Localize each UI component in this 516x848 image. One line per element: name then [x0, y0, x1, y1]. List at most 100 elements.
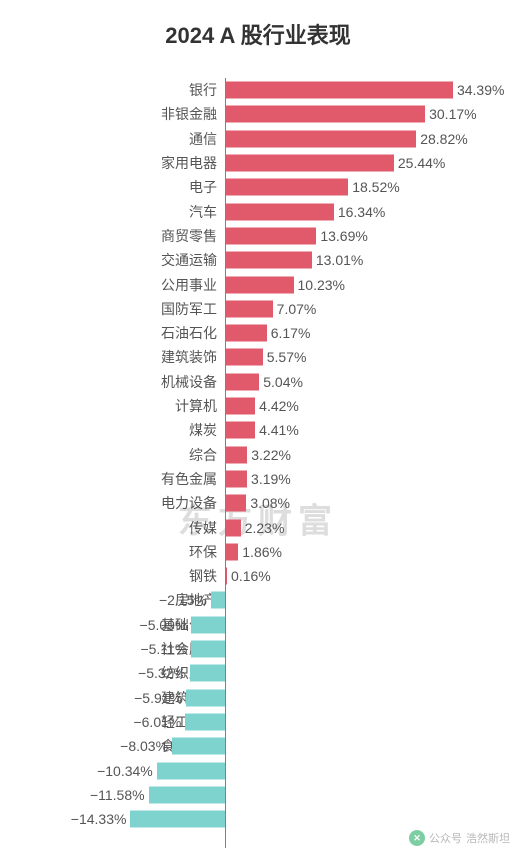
category-label: 建筑装饰 [161, 347, 223, 367]
bar [191, 616, 225, 633]
category-label: 计算机 [175, 396, 223, 416]
value-label: 5.57% [267, 349, 307, 365]
plot-area: 东方财富 银行34.39%非银金融30.17%通信28.82%家用电器25.44… [0, 78, 516, 848]
value-label: −5.11% [140, 641, 187, 657]
category-label: 汽车 [189, 202, 223, 222]
bar [149, 786, 225, 803]
value-label: −5.09% [140, 617, 188, 633]
bar-row: 基础化工−5.09% [0, 613, 516, 637]
bar-row: 交通运输 13.01% [0, 248, 516, 272]
value-label: 0.16% [231, 568, 271, 584]
bar [226, 519, 241, 536]
value-label: 34.39% [457, 82, 504, 98]
value-label: −8.03% [120, 738, 168, 754]
category-label: 银行 [189, 80, 223, 100]
value-label: −5.91% [134, 690, 182, 706]
bar-row: 纺织服饰−5.32% [0, 661, 516, 685]
category-label: 电子 [189, 177, 223, 197]
value-label: 4.41% [259, 422, 299, 438]
value-label: 16.34% [338, 204, 385, 220]
footer-badge: ✕ 公众号 浩然斯坦 [409, 830, 510, 846]
category-label: 非银金融 [161, 104, 223, 124]
value-label: 30.17% [429, 106, 476, 122]
bar-row: 建筑材料−5.91% [0, 686, 516, 710]
bar [226, 300, 273, 317]
bar [226, 446, 247, 463]
chart-title: 2024 A 股行业表现 [0, 18, 516, 50]
bar-row: 综合3.22% [0, 443, 516, 467]
bar-row: 钢铁 0.16% [0, 564, 516, 588]
value-label: 6.17% [271, 325, 311, 341]
bar [226, 568, 227, 585]
bar [191, 641, 225, 658]
bar [226, 252, 312, 269]
category-label: 钢铁 [189, 566, 223, 586]
bar-row: 石油石化 6.17% [0, 321, 516, 345]
value-label: 5.04% [263, 374, 303, 390]
value-label: 7.07% [277, 301, 317, 317]
value-label: 1.86% [242, 544, 282, 560]
bar-row: 环保 1.86% [0, 540, 516, 564]
bar-row: 计算机4.42% [0, 394, 516, 418]
bar-row: 有色金属3.19% [0, 467, 516, 491]
bar-row: 家用电器 25.44% [0, 151, 516, 175]
bar [186, 689, 225, 706]
value-label: −2.15% [159, 592, 207, 608]
bar [157, 762, 225, 779]
bar-row: 通信 28.82% [0, 127, 516, 151]
bar-row: 农林牧渔−11.58% [0, 783, 516, 807]
wechat-icon: ✕ [409, 830, 425, 846]
category-label: 交通运输 [161, 250, 223, 270]
bar-row: 食品饮料−8.03% [0, 734, 516, 758]
bar [226, 82, 453, 99]
value-label: 13.01% [316, 252, 363, 268]
bar [226, 130, 416, 147]
bar [226, 422, 255, 439]
value-label: 3.19% [251, 471, 291, 487]
bar [130, 811, 225, 828]
bar-row: 建筑装饰 5.57% [0, 345, 516, 369]
bar-row: 美容护理−10.34% [0, 758, 516, 782]
bar [211, 592, 225, 609]
bar-row: 商贸零售 13.69% [0, 224, 516, 248]
value-label: −14.33% [71, 811, 127, 827]
value-label: −5.32% [138, 665, 186, 681]
value-label: 13.69% [320, 228, 367, 244]
bar [226, 276, 294, 293]
bar-row: 机械设备 5.04% [0, 370, 516, 394]
value-label: 3.08% [250, 495, 290, 511]
category-label: 石油石化 [161, 323, 223, 343]
category-label: 通信 [189, 129, 223, 149]
value-label: −11.58% [90, 787, 145, 803]
bar [226, 203, 334, 220]
bar-row: 房地产−2.15% [0, 588, 516, 612]
category-label: 机械设备 [161, 372, 223, 392]
bar [226, 398, 255, 415]
value-label: 28.82% [420, 131, 467, 147]
category-label: 国防军工 [161, 299, 223, 319]
wechat-icon-glyph: ✕ [413, 833, 421, 844]
value-label: −6.01% [133, 714, 181, 730]
bar [226, 349, 263, 366]
bar-row: 电力设备 3.08% [0, 491, 516, 515]
bar [226, 373, 259, 390]
bar [226, 106, 425, 123]
category-label: 环保 [189, 542, 223, 562]
value-label: 3.22% [251, 447, 291, 463]
bar-row: 公用事业10.23% [0, 272, 516, 296]
footer-label-b: 浩然斯坦 [466, 830, 510, 846]
bar-row: 社会服务−5.11% [0, 637, 516, 661]
category-label: 煤炭 [189, 420, 223, 440]
category-label: 电力设备 [161, 493, 223, 513]
value-label: 2.23% [245, 520, 285, 536]
bar-row: 国防军工 7.07% [0, 297, 516, 321]
value-label: 25.44% [398, 155, 445, 171]
category-label: 商贸零售 [161, 226, 223, 246]
value-label: −10.34% [97, 763, 153, 779]
bar [226, 179, 348, 196]
category-label: 家用电器 [161, 153, 223, 173]
footer-label-a: 公众号 [429, 830, 462, 846]
category-label: 公用事业 [161, 275, 223, 295]
bar [226, 495, 246, 512]
bar-row: 煤炭 4.41% [0, 418, 516, 442]
